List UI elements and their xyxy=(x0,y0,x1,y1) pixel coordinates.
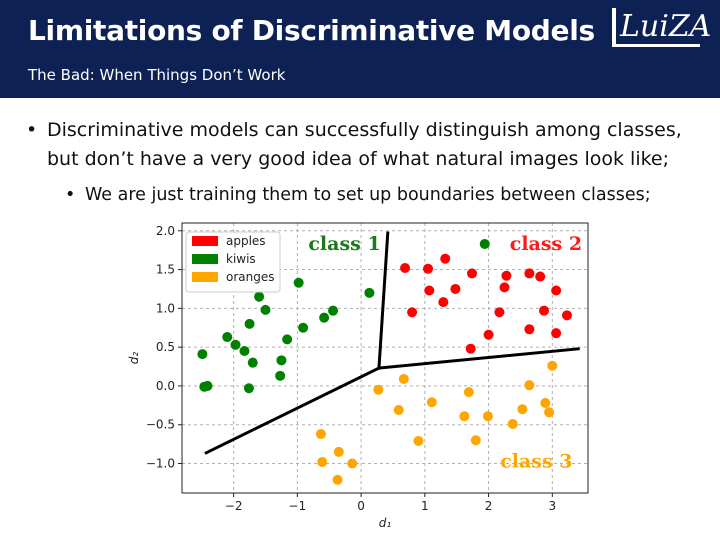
oranges-point xyxy=(332,474,343,485)
kiwis-point xyxy=(298,322,309,333)
y-tick-label: 0.5 xyxy=(156,340,175,354)
decision-boundary xyxy=(204,366,380,455)
apples-point xyxy=(465,343,476,354)
oranges-point xyxy=(517,404,528,415)
oranges-point xyxy=(315,429,326,440)
kiwis-point xyxy=(293,277,304,288)
apples-point xyxy=(494,307,505,318)
x-tick-label: 0 xyxy=(357,499,365,513)
kiwis-point xyxy=(244,318,255,329)
kiwis-point xyxy=(197,349,208,360)
kiwis-point xyxy=(364,287,375,298)
apples-point xyxy=(501,270,512,281)
oranges-point xyxy=(393,404,404,415)
oranges-point xyxy=(463,387,474,398)
legend-label-apples: apples xyxy=(226,234,266,248)
luiza-logo: LuiZA xyxy=(612,8,711,47)
class-label: class 3 xyxy=(500,450,572,472)
apples-point xyxy=(483,329,494,340)
decision-boundary xyxy=(378,347,580,370)
oranges-point xyxy=(482,411,493,422)
class-label: class 1 xyxy=(308,233,380,255)
kiwis-point xyxy=(282,334,293,345)
oranges-point xyxy=(317,456,328,467)
oranges-point xyxy=(373,384,384,395)
apples-point xyxy=(539,305,550,316)
slide-subtitle: The Bad: When Things Don’t Work xyxy=(28,66,286,84)
legend-label-oranges: oranges xyxy=(226,270,275,284)
oranges-point xyxy=(413,436,424,447)
y-tick-label: 1.0 xyxy=(156,301,175,315)
class-label: class 2 xyxy=(510,233,582,255)
kiwis-point xyxy=(328,305,339,316)
kiwis-point xyxy=(239,346,250,357)
bullet-dot-icon: • xyxy=(65,185,76,205)
bullet-1: • Discriminative models can successfully … xyxy=(26,116,716,174)
x-axis-label: d₁ xyxy=(379,516,392,530)
apples-point xyxy=(423,263,434,274)
apples-point xyxy=(561,310,572,321)
y-axis-label: d₂ xyxy=(127,352,141,365)
apples-point xyxy=(407,307,418,318)
x-tick-label: 3 xyxy=(548,499,556,513)
y-tick-label: −0.5 xyxy=(146,418,175,432)
oranges-point xyxy=(333,446,344,457)
legend-swatch-oranges xyxy=(192,272,218,282)
apples-point xyxy=(424,285,435,296)
y-tick-label: 2.0 xyxy=(156,224,175,238)
oranges-point xyxy=(507,418,518,429)
kiwis-point xyxy=(247,357,258,368)
oranges-point xyxy=(426,397,437,408)
oranges-point xyxy=(544,407,555,418)
apples-point xyxy=(450,283,461,294)
apples-point xyxy=(524,324,535,335)
oranges-point xyxy=(524,380,535,391)
kiwis-point xyxy=(275,370,286,381)
y-tick-label: −1.0 xyxy=(146,457,175,471)
x-tick-label: 2 xyxy=(485,499,493,513)
x-tick-label: 1 xyxy=(421,499,429,513)
legend-swatch-apples xyxy=(192,236,218,246)
kiwis-point xyxy=(243,383,254,394)
oranges-point xyxy=(540,398,551,408)
oranges-point xyxy=(470,435,481,446)
apples-point xyxy=(499,282,510,293)
bullet-2: • We are just training them to set up bou… xyxy=(65,181,651,210)
apples-point xyxy=(524,268,535,279)
kiwis-point xyxy=(254,291,265,302)
oranges-point xyxy=(398,373,409,384)
x-tick-label: −2 xyxy=(225,499,243,513)
y-tick-label: 0.0 xyxy=(156,379,175,393)
kiwis-point xyxy=(276,355,287,366)
kiwis-point xyxy=(319,312,330,323)
apples-point xyxy=(467,268,477,279)
x-tick-label: −1 xyxy=(289,499,307,513)
slide-title: Limitations of Discriminative Models xyxy=(28,14,595,47)
slide-header: Limitations of Discriminative Models The… xyxy=(0,0,720,98)
legend-swatch-kiwis xyxy=(192,254,218,264)
legend-label-kiwis: kiwis xyxy=(226,252,256,266)
apples-point xyxy=(535,271,546,282)
apples-point xyxy=(551,285,562,296)
apples-point xyxy=(400,263,411,273)
apples-point xyxy=(438,297,449,308)
decision-boundary xyxy=(377,231,390,369)
kiwis-point xyxy=(260,304,271,315)
kiwis-point xyxy=(222,332,233,343)
bullet-dot-icon: • xyxy=(26,119,38,141)
kiwis-point xyxy=(230,339,241,350)
oranges-point xyxy=(547,360,558,371)
apples-point xyxy=(440,253,451,264)
oranges-point xyxy=(459,411,470,422)
oranges-point xyxy=(347,458,358,469)
y-tick-label: 1.5 xyxy=(156,263,175,277)
plot-frame xyxy=(181,222,589,494)
apples-point xyxy=(551,328,562,339)
kiwis-point xyxy=(202,380,213,391)
kiwis-point xyxy=(479,238,490,249)
